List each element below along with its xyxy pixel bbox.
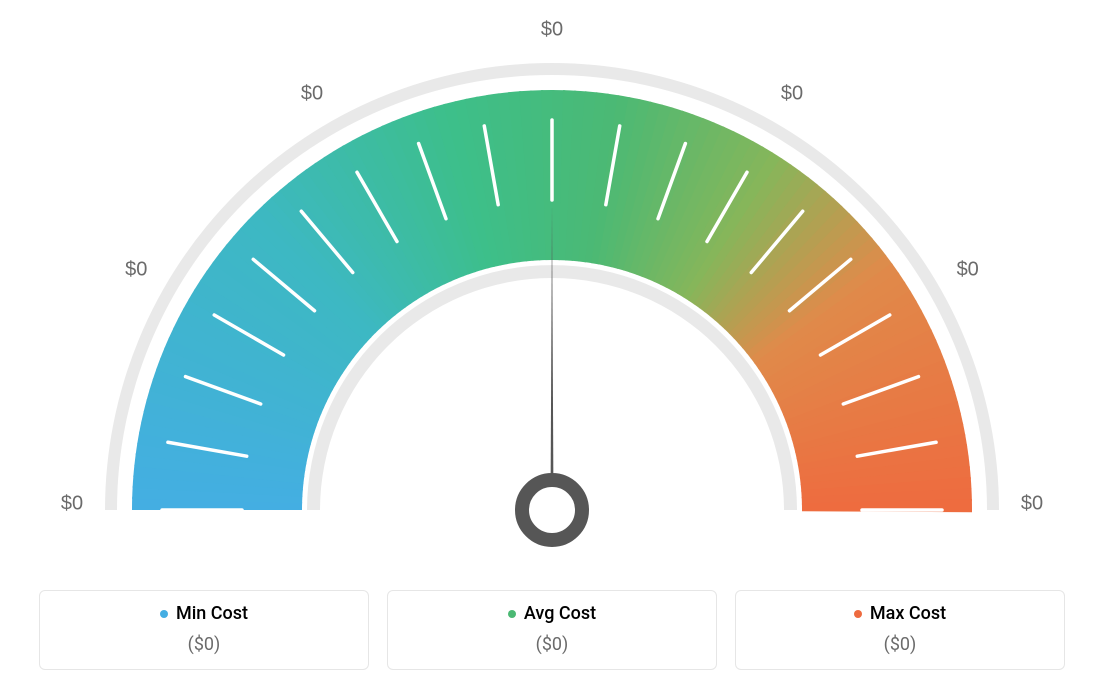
svg-text:$0: $0 <box>125 258 147 280</box>
legend-value-max: ($0) <box>752 634 1048 655</box>
cost-gauge-widget: $0 $0 $0 $0 $0 $0 $0 Min Cost ($0) Avg Cost ($… <box>0 0 1104 690</box>
svg-text:$0: $0 <box>1021 492 1043 514</box>
svg-text:$0: $0 <box>781 83 803 105</box>
gauge-chart: $0 $0 $0 $0 $0 $0 $0 <box>0 0 1104 560</box>
svg-text:$0: $0 <box>301 83 323 105</box>
gauge-svg: $0 $0 $0 $0 $0 $0 $0 <box>0 0 1104 560</box>
svg-text:$0: $0 <box>957 258 979 280</box>
legend-min: Min Cost ($0) <box>39 590 369 671</box>
legend-dot-min <box>160 610 168 618</box>
legend-avg: Avg Cost ($0) <box>387 590 717 671</box>
legend-dot-max <box>854 610 862 618</box>
legend-label-avg: Avg Cost <box>524 603 596 624</box>
svg-text:$0: $0 <box>541 18 563 40</box>
legend-max: Max Cost ($0) <box>735 590 1065 671</box>
legend-dot-avg <box>508 610 516 618</box>
legend-value-min: ($0) <box>56 634 352 655</box>
legend-label-min: Min Cost <box>176 603 248 624</box>
legend-value-avg: ($0) <box>404 634 700 655</box>
legend-row: Min Cost ($0) Avg Cost ($0) Max Cost ($0… <box>0 590 1104 671</box>
legend-label-max: Max Cost <box>870 603 946 624</box>
svg-text:$0: $0 <box>61 492 83 514</box>
